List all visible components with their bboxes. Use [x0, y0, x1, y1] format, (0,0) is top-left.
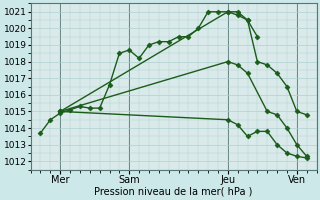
X-axis label: Pression niveau de la mer( hPa ): Pression niveau de la mer( hPa ): [94, 187, 253, 197]
